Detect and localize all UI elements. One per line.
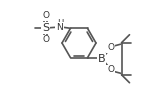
Text: H: H [57,19,63,28]
Text: O: O [107,65,114,74]
Text: O: O [42,11,49,20]
Text: O: O [107,43,114,52]
Text: B: B [98,54,105,64]
Text: N: N [56,23,63,32]
Text: O: O [42,35,49,44]
Text: S: S [42,23,49,33]
